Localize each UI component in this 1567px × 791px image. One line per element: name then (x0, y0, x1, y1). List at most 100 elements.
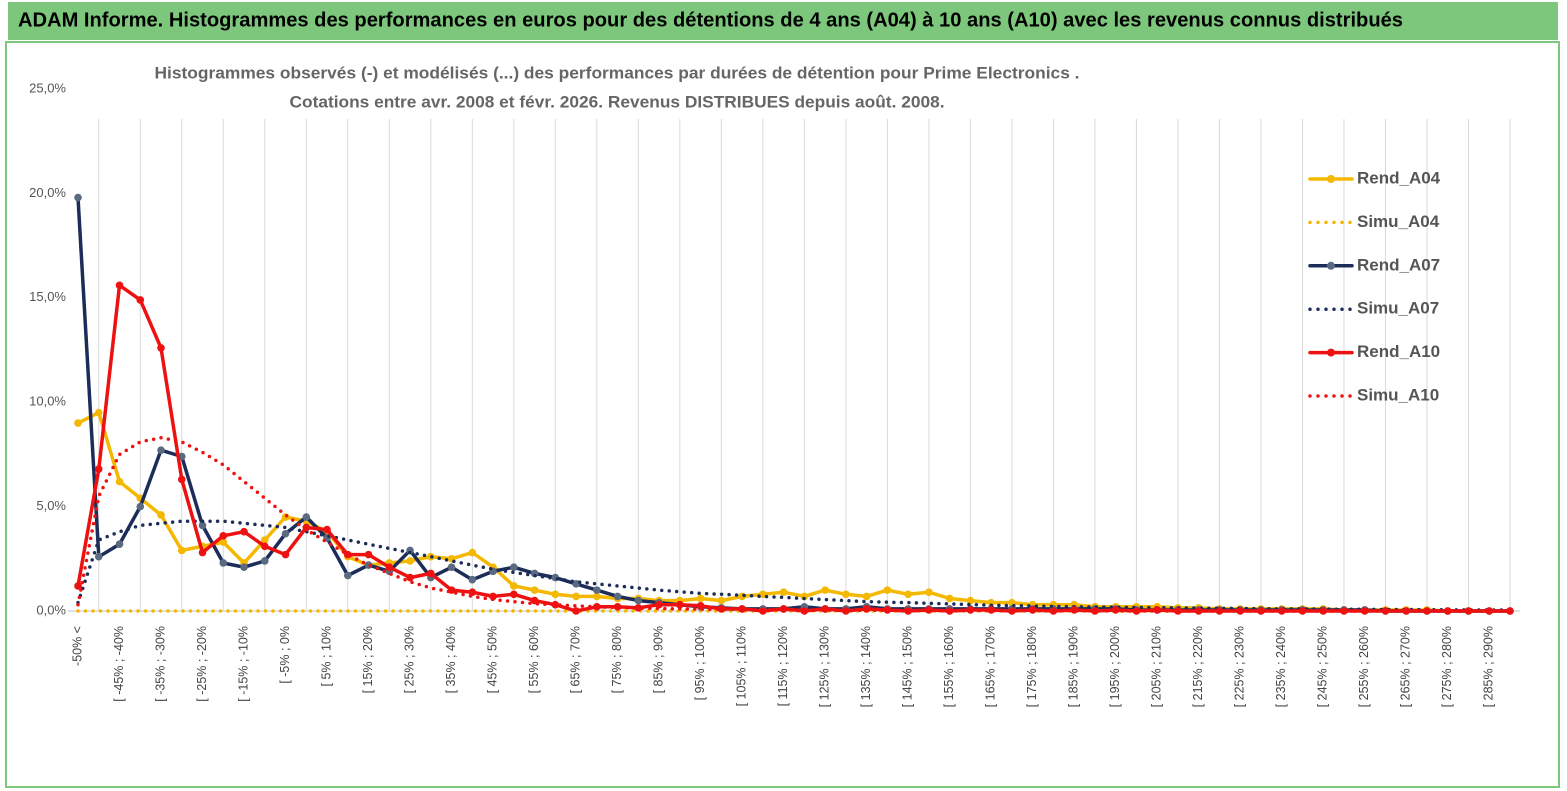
x-tick-label: [ 255% ; 260% (1357, 626, 1371, 707)
x-tick-label: [ 65% ; 70% (568, 626, 582, 693)
data-point (1360, 607, 1369, 615)
data-point (717, 596, 726, 605)
y-tick-label: 10,0% (29, 394, 66, 409)
data-point (219, 532, 228, 540)
legend-label: Simu_A07 (1357, 299, 1439, 318)
x-tick-label: [ 275% ; 280% (1440, 626, 1454, 707)
x-tick-label: [ 215% ; 220% (1191, 626, 1205, 707)
data-point (945, 594, 954, 603)
data-point (530, 586, 539, 594)
data-point (676, 600, 684, 609)
x-tick-label: [ 35% ; 40% (444, 626, 458, 693)
legend-label: Simu_A10 (1357, 385, 1439, 404)
data-point (364, 550, 373, 559)
data-point (177, 546, 186, 555)
data-point (94, 465, 103, 473)
x-tick-label: [ 115% ; 120% (776, 626, 790, 706)
legend-marker (1327, 175, 1335, 183)
data-point (551, 590, 560, 599)
data-point (1257, 607, 1265, 615)
data-point (904, 607, 912, 615)
x-tick-label: [ 85% ; 90% (651, 626, 665, 693)
data-point (302, 523, 311, 532)
data-point (717, 605, 726, 613)
data-point (157, 511, 165, 519)
data-point (157, 344, 165, 352)
y-tick-label: 25,0% (29, 80, 66, 95)
y-tick-label: 20,0% (29, 185, 66, 200)
x-tick-label: [ 55% ; 60% (527, 626, 541, 693)
x-tick-label: [ 285% ; 290% (1482, 626, 1496, 707)
data-point (115, 477, 124, 486)
data-point (240, 563, 248, 571)
header-title: ADAM Informe. Histogrammes des performan… (18, 9, 1403, 31)
data-point (696, 594, 705, 603)
data-point (593, 592, 601, 601)
x-tick-label: [ 95% ; 100% (693, 626, 707, 700)
x-tick-label: -50% < (70, 626, 84, 666)
data-point (655, 600, 663, 609)
x-tick-label: [ 45% ; 50% (485, 626, 499, 693)
x-tick-label: [ 225% ; 230% (1232, 626, 1246, 707)
data-point (1236, 607, 1245, 615)
data-point (302, 513, 311, 521)
x-tick-label: [ 25% ; 30% (402, 626, 416, 693)
data-point (136, 502, 145, 511)
data-point (198, 548, 207, 557)
x-tick-label: [ 195% ; 200% (1108, 626, 1122, 707)
data-point (385, 563, 394, 571)
x-tick-label: [ 145% ; 150% (900, 626, 914, 707)
data-point (904, 590, 912, 599)
x-tick-label: [ -35% ; -30% (153, 626, 167, 702)
data-point (593, 586, 601, 594)
data-point (94, 408, 103, 417)
y-tick-label: 5,0% (36, 498, 66, 513)
x-tick-label: [ 235% ; 240% (1274, 626, 1288, 707)
data-point (281, 529, 290, 538)
data-point (219, 538, 228, 546)
legend-label: Rend_A04 (1357, 168, 1441, 187)
data-point (447, 563, 456, 571)
data-point (634, 604, 643, 612)
data-point (115, 540, 124, 548)
data-point (634, 596, 643, 605)
x-tick-label: [ -45% ; -40% (112, 626, 126, 702)
data-point (157, 446, 165, 455)
x-tick-label: [ 175% ; 180% (1025, 626, 1039, 707)
data-point (240, 527, 248, 536)
data-point (74, 419, 82, 427)
data-point (468, 588, 477, 597)
data-point (551, 600, 560, 609)
data-point (343, 571, 352, 580)
data-point (489, 592, 497, 601)
data-point (1277, 607, 1286, 615)
data-point (613, 592, 622, 601)
chart-subtitle: Cotations entre avr. 2008 et févr. 2026.… (290, 92, 945, 111)
data-point (198, 521, 207, 530)
model-line (76, 435, 1512, 613)
data-point (862, 592, 871, 601)
data-point (260, 542, 269, 551)
x-tick-label: [ 135% ; 140% (859, 626, 873, 707)
legend-label: Rend_A10 (1357, 342, 1440, 361)
data-point (219, 559, 228, 567)
legend-label: Simu_A04 (1357, 212, 1440, 231)
x-tick-label: [ 205% ; 210% (1149, 626, 1163, 707)
data-point (779, 588, 788, 597)
x-tick-label: [ 125% ; 130% (817, 626, 831, 707)
data-point (260, 557, 269, 565)
data-point (74, 582, 82, 590)
data-point (510, 582, 518, 590)
data-point (821, 586, 829, 594)
data-point (842, 590, 850, 599)
data-point (510, 590, 518, 599)
data-point (427, 569, 435, 578)
x-tick-label: [ 105% ; 110% (734, 626, 748, 706)
data-point (406, 573, 414, 582)
data-point (136, 296, 145, 304)
data-point (1443, 607, 1452, 615)
data-point (1340, 607, 1348, 615)
data-point (260, 536, 269, 544)
data-point (1506, 607, 1514, 615)
